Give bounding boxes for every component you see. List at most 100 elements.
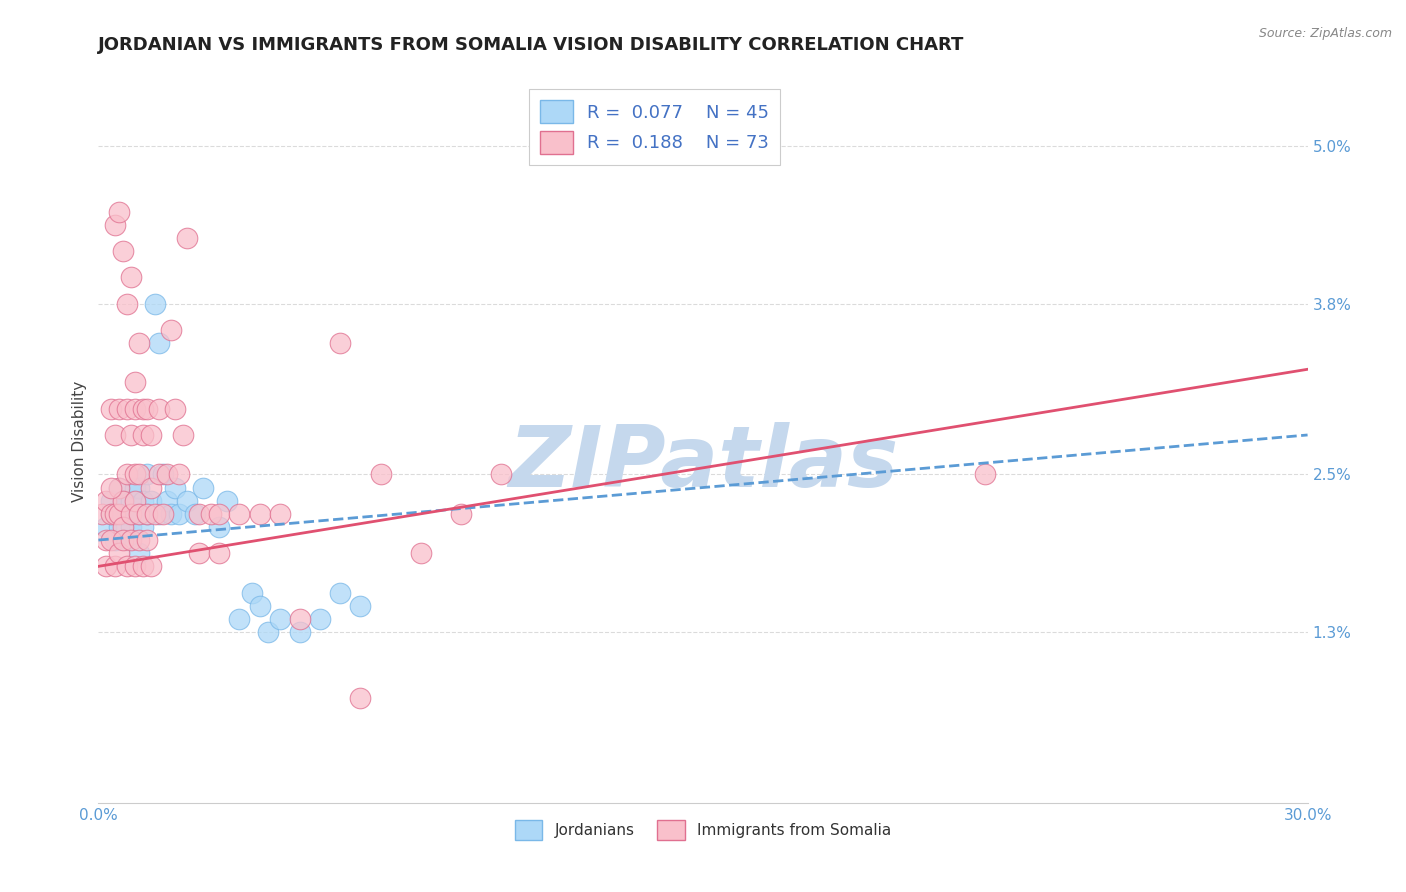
Point xyxy=(309,612,332,626)
Point xyxy=(288,612,311,626)
Point xyxy=(193,481,215,495)
Point xyxy=(111,533,134,547)
Point xyxy=(139,493,162,508)
Point xyxy=(228,612,250,626)
Point xyxy=(96,533,118,547)
Point xyxy=(115,401,138,416)
Point xyxy=(107,507,129,521)
Point xyxy=(249,599,271,613)
Point xyxy=(96,559,118,574)
Point xyxy=(128,467,150,482)
Point xyxy=(184,507,207,521)
Point xyxy=(132,401,155,416)
Point xyxy=(100,507,122,521)
Point xyxy=(115,559,138,574)
Point xyxy=(208,546,231,560)
Point xyxy=(208,520,231,534)
Point xyxy=(370,467,392,482)
Point xyxy=(124,401,146,416)
Point xyxy=(100,507,122,521)
Point xyxy=(120,270,142,285)
Point xyxy=(269,507,291,521)
Point xyxy=(450,507,472,521)
Point xyxy=(120,520,142,534)
Point xyxy=(111,507,134,521)
Point xyxy=(132,520,155,534)
Point xyxy=(115,296,138,310)
Point xyxy=(974,467,997,482)
Point xyxy=(208,507,231,521)
Point xyxy=(103,428,125,442)
Point xyxy=(128,507,150,521)
Point xyxy=(107,481,129,495)
Point xyxy=(176,493,198,508)
Point xyxy=(160,507,183,521)
Point xyxy=(163,401,186,416)
Point xyxy=(139,428,162,442)
Legend: Jordanians, Immigrants from Somalia: Jordanians, Immigrants from Somalia xyxy=(509,814,897,846)
Point xyxy=(132,493,155,508)
Point xyxy=(491,467,513,482)
Text: ZIPatlas: ZIPatlas xyxy=(508,422,898,505)
Point xyxy=(103,507,125,521)
Point xyxy=(172,428,194,442)
Point xyxy=(256,625,278,640)
Point xyxy=(124,376,146,390)
Point xyxy=(100,533,122,547)
Point xyxy=(124,467,146,482)
Point xyxy=(269,612,291,626)
Point xyxy=(167,467,190,482)
Point xyxy=(100,493,122,508)
Point xyxy=(103,533,125,547)
Point xyxy=(91,507,114,521)
Point xyxy=(115,533,138,547)
Point xyxy=(128,336,150,351)
Point xyxy=(139,559,162,574)
Point xyxy=(152,507,174,521)
Point xyxy=(200,507,222,521)
Point xyxy=(135,507,157,521)
Point xyxy=(111,520,134,534)
Point xyxy=(124,481,146,495)
Point xyxy=(132,559,155,574)
Point xyxy=(217,493,239,508)
Point xyxy=(188,546,211,560)
Text: JORDANIAN VS IMMIGRANTS FROM SOMALIA VISION DISABILITY CORRELATION CHART: JORDANIAN VS IMMIGRANTS FROM SOMALIA VIS… xyxy=(98,36,965,54)
Point xyxy=(156,467,179,482)
Point xyxy=(288,625,311,640)
Point xyxy=(139,481,162,495)
Point xyxy=(152,467,174,482)
Point xyxy=(111,493,134,508)
Point xyxy=(107,520,129,534)
Point xyxy=(240,585,263,599)
Point xyxy=(135,401,157,416)
Point xyxy=(100,401,122,416)
Point xyxy=(148,401,170,416)
Point xyxy=(156,493,179,508)
Point xyxy=(128,533,150,547)
Point xyxy=(148,507,170,521)
Point xyxy=(107,401,129,416)
Point xyxy=(249,507,271,521)
Point xyxy=(115,467,138,482)
Point xyxy=(135,467,157,482)
Point xyxy=(128,546,150,560)
Point xyxy=(143,507,166,521)
Point xyxy=(409,546,432,560)
Point xyxy=(103,559,125,574)
Point xyxy=(107,204,129,219)
Point xyxy=(132,428,155,442)
Point xyxy=(135,507,157,521)
Point xyxy=(111,493,134,508)
Point xyxy=(188,507,211,521)
Point xyxy=(148,467,170,482)
Point xyxy=(143,296,166,310)
Point xyxy=(124,559,146,574)
Point xyxy=(163,481,186,495)
Text: Source: ZipAtlas.com: Source: ZipAtlas.com xyxy=(1258,27,1392,40)
Point xyxy=(160,323,183,337)
Point xyxy=(128,481,150,495)
Point xyxy=(176,231,198,245)
Point xyxy=(120,507,142,521)
Point xyxy=(115,507,138,521)
